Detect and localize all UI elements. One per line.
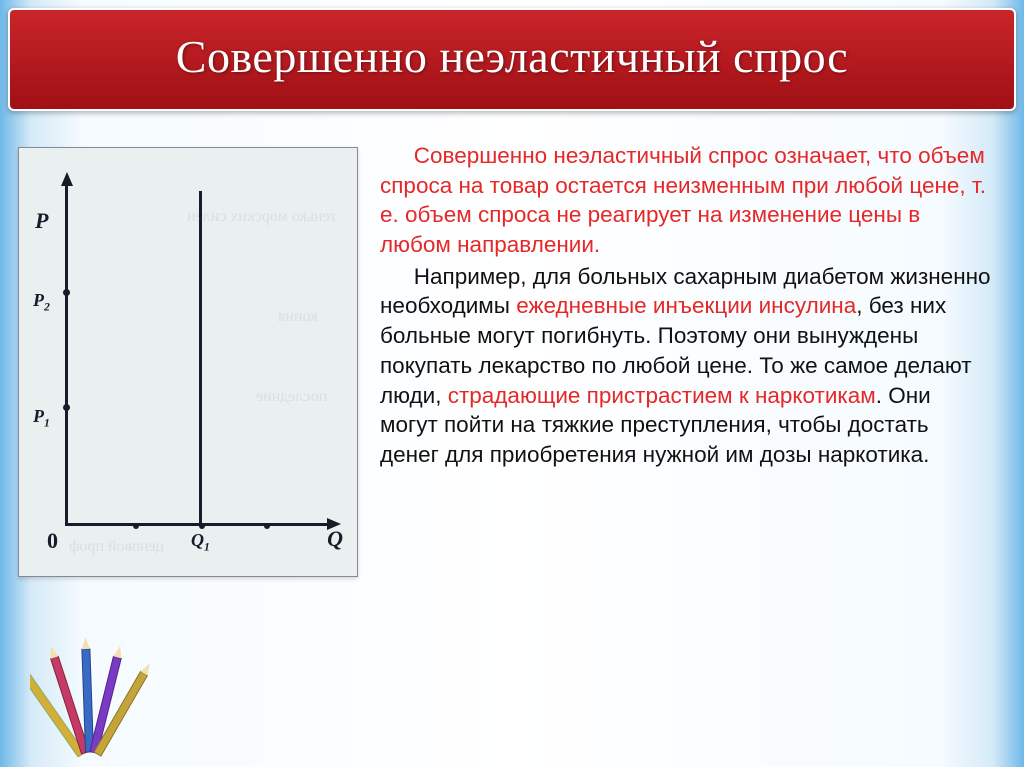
x-tick [264, 523, 270, 529]
chart-column: тенько морских силен копия последние цен… [18, 139, 358, 577]
p2-sub: 2 [44, 301, 50, 314]
origin-label: 0 [47, 528, 58, 554]
para-2-hl2: страдающие пристрастием к наркотикам [448, 383, 876, 408]
p2-letter: P [33, 290, 44, 310]
q1-letter: Q [191, 530, 204, 550]
point-p1 [63, 404, 70, 411]
x-axis-label: Q [327, 526, 343, 552]
chart-axes [65, 184, 329, 526]
para-1: Совершенно неэластичный спрос означает, … [380, 141, 992, 260]
pencils-decoration [30, 637, 150, 757]
para-2: Например, для больных сахарным диабетом … [380, 262, 992, 470]
q1-sub: 1 [204, 541, 210, 554]
para-2-hl1: ежедневные инъекции инсулина [516, 293, 856, 318]
x-tick [199, 523, 205, 529]
text-column: Совершенно неэластичный спрос означает, … [380, 139, 992, 577]
p2-label: P2 [33, 290, 50, 314]
point-p2 [63, 289, 70, 296]
p1-sub: 1 [44, 417, 50, 430]
demand-chart: тенько морских силен копия последние цен… [18, 147, 358, 577]
y-axis-arrow [61, 172, 73, 186]
q1-label: Q1 [191, 530, 210, 554]
y-axis-label: P [35, 208, 48, 234]
para-1-highlight: Совершенно неэластичный спрос означает, … [380, 143, 986, 257]
p1-letter: P [33, 406, 44, 426]
slide-title: Совершенно неэластичный спрос [50, 30, 974, 83]
x-tick [133, 523, 139, 529]
title-bar: Совершенно неэластичный спрос [8, 8, 1016, 111]
p1-label: P1 [33, 406, 50, 430]
demand-vertical-line [199, 191, 202, 526]
content-area: тенько морских силен копия последние цен… [0, 111, 1024, 577]
